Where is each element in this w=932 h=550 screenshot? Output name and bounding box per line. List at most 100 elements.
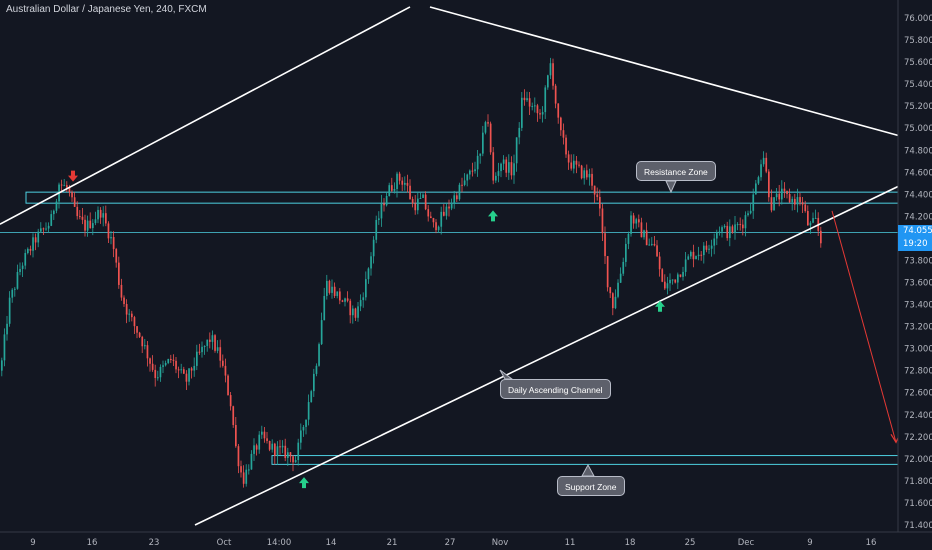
price-axis-bg bbox=[898, 0, 932, 550]
x-tick-label: 23 bbox=[149, 538, 160, 548]
candle-body bbox=[645, 230, 648, 246]
candle-body bbox=[489, 123, 492, 153]
candle-body bbox=[734, 224, 736, 233]
candle-body bbox=[398, 173, 401, 181]
candle-body bbox=[736, 224, 739, 226]
arrow-up-icon bbox=[655, 300, 665, 312]
candle-body bbox=[125, 303, 128, 315]
candle-body bbox=[102, 213, 105, 218]
candle-body bbox=[692, 251, 695, 260]
y-tick-label: 72.800 bbox=[904, 367, 932, 377]
candle-body bbox=[211, 335, 214, 342]
candle-body bbox=[443, 211, 445, 216]
candle-body bbox=[422, 194, 424, 198]
candle-body bbox=[718, 231, 721, 233]
candle-body bbox=[55, 201, 58, 211]
candle-body bbox=[214, 335, 216, 351]
candle-body bbox=[21, 265, 24, 269]
candle-body bbox=[786, 190, 788, 194]
candle-body bbox=[281, 445, 284, 448]
candle-body bbox=[552, 63, 554, 86]
candle-body bbox=[315, 365, 318, 374]
candle-body bbox=[721, 227, 723, 232]
candle-body bbox=[34, 237, 37, 243]
y-tick-label: 74.200 bbox=[904, 212, 932, 222]
candle-body bbox=[370, 256, 372, 269]
candles bbox=[1, 57, 822, 488]
candle-body bbox=[820, 230, 822, 244]
candle-body bbox=[396, 173, 398, 190]
candle-body bbox=[762, 157, 765, 165]
candle-body bbox=[765, 157, 768, 172]
candle-body bbox=[112, 237, 115, 250]
y-tick-label: 72.400 bbox=[904, 411, 932, 421]
candle-body bbox=[393, 189, 396, 191]
y-tick-label: 75.200 bbox=[904, 102, 932, 112]
x-tick-label: 9 bbox=[30, 538, 35, 548]
candle-body bbox=[801, 202, 804, 205]
candle-body bbox=[625, 243, 627, 262]
candle-body bbox=[8, 297, 11, 324]
candle-body bbox=[203, 345, 206, 347]
candle-body bbox=[307, 402, 310, 420]
candle-body bbox=[193, 365, 196, 371]
resistance-zone-label: Resistance Zone bbox=[644, 167, 708, 177]
candle-body bbox=[588, 173, 591, 178]
candle-body bbox=[627, 233, 630, 244]
candle-body bbox=[534, 105, 536, 107]
y-tick-label: 73.400 bbox=[904, 301, 932, 311]
candle-body bbox=[333, 286, 336, 296]
candle-body bbox=[612, 293, 614, 309]
channel-callout: Daily Ascending Channel bbox=[500, 379, 611, 399]
y-tick-label: 75.000 bbox=[904, 124, 932, 134]
candle-body bbox=[752, 194, 755, 211]
candle-body bbox=[414, 203, 417, 211]
candle-body bbox=[684, 259, 687, 272]
candle-body bbox=[237, 446, 240, 467]
support-zone-callout: Support Zone bbox=[557, 476, 625, 496]
candle-body bbox=[742, 224, 744, 229]
candle-body bbox=[107, 223, 110, 239]
candle-body bbox=[619, 273, 622, 283]
candle-body bbox=[232, 406, 235, 425]
y-tick-label: 72.200 bbox=[904, 433, 932, 443]
candle-body bbox=[37, 231, 40, 243]
candle-body bbox=[29, 248, 32, 251]
candle-body bbox=[222, 360, 224, 366]
candle-body bbox=[479, 153, 482, 156]
candle-body bbox=[510, 162, 513, 176]
candle-body bbox=[47, 225, 50, 229]
candle-body bbox=[27, 248, 29, 254]
candle-body bbox=[539, 113, 541, 115]
candle-body bbox=[92, 223, 94, 229]
candle-body bbox=[448, 206, 450, 209]
candle-body bbox=[567, 154, 570, 163]
candle-body bbox=[235, 424, 237, 447]
candle-body bbox=[814, 217, 817, 219]
candle-body bbox=[601, 208, 604, 234]
y-tick-label: 71.800 bbox=[904, 477, 932, 487]
candle-body bbox=[292, 456, 294, 463]
candle-body bbox=[60, 184, 63, 186]
candle-body bbox=[794, 198, 796, 205]
candle-body bbox=[586, 170, 588, 178]
candle-body bbox=[482, 132, 484, 154]
candle-body bbox=[318, 344, 320, 366]
candle-body bbox=[731, 226, 734, 233]
support-callout-pointer bbox=[581, 463, 595, 477]
candle-body bbox=[560, 117, 562, 131]
candle-body bbox=[570, 162, 573, 169]
candle-body bbox=[201, 346, 203, 353]
candle-body bbox=[245, 469, 248, 484]
candle-body bbox=[406, 182, 409, 186]
candle-body bbox=[622, 261, 625, 274]
candle-body bbox=[739, 224, 742, 226]
last-price-badge: 74.055 bbox=[898, 225, 932, 238]
candle-body bbox=[367, 268, 370, 280]
candle-body bbox=[388, 185, 391, 196]
candle-body bbox=[68, 187, 71, 193]
candle-body bbox=[146, 345, 149, 359]
candle-body bbox=[323, 295, 326, 321]
candle-body bbox=[362, 297, 365, 301]
candle-body bbox=[248, 469, 250, 471]
